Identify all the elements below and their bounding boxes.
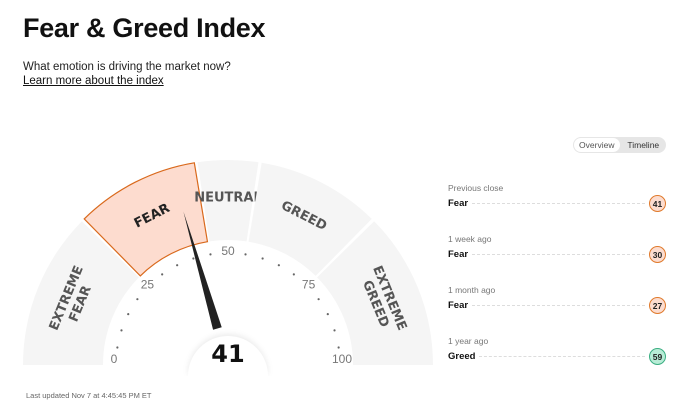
tick-dot xyxy=(277,264,280,267)
history-period: 1 year ago xyxy=(448,336,489,346)
dashed-divider xyxy=(472,203,645,204)
history-item: 1 week ago Fear 30 xyxy=(448,234,666,285)
tick-dot xyxy=(337,346,340,349)
history-panel: Overview Timeline Previous close Fear 41… xyxy=(448,88,666,387)
gauge-segment xyxy=(23,221,139,365)
tick-dot xyxy=(333,329,336,332)
history-value-badge: 27 xyxy=(649,297,666,314)
gauge-segment xyxy=(83,162,209,277)
history-period: 1 month ago xyxy=(448,285,496,295)
dashed-divider xyxy=(472,254,645,255)
value-circle xyxy=(188,336,268,376)
tick-label: 25 xyxy=(141,277,155,291)
main-content: EXTREME FEAR FEAR NEUTRAL GREED EXTREME GREED 0… xyxy=(0,88,679,387)
segment-label: NEUTRAL xyxy=(194,191,262,206)
history-period: 1 week ago xyxy=(448,234,492,244)
history-rating: Fear xyxy=(448,198,469,209)
fear-greed-gauge: EXTREMEFEARFEARNEUTRALGREEDEXTREMEGREED0… xyxy=(23,160,433,376)
dashed-divider xyxy=(479,356,645,357)
history-item: 1 month ago Fear 27 xyxy=(448,285,666,336)
history-rating: Greed xyxy=(448,351,476,362)
tick-dot xyxy=(326,313,329,316)
last-updated: Last updated Nov 7 at 4:45:45 PM ET xyxy=(26,391,152,400)
tick-label: 50 xyxy=(221,244,235,258)
history-value-badge: 59 xyxy=(649,348,666,365)
page-subtitle: What emotion is driving the market now? xyxy=(23,61,231,73)
tick-dot xyxy=(209,253,212,256)
toggle-row: Overview Timeline xyxy=(448,137,666,153)
gauge-segment xyxy=(317,221,433,365)
tick-dot xyxy=(161,273,164,276)
gauge-segment xyxy=(248,162,372,276)
page-title: Fear & Greed Index xyxy=(23,13,266,43)
history-value-badge: 41 xyxy=(649,195,666,212)
tick-dot xyxy=(192,257,195,260)
tick-dot xyxy=(116,346,119,349)
tick-dot xyxy=(127,313,130,316)
tab-overview[interactable]: Overview xyxy=(574,138,620,152)
dashed-divider xyxy=(472,305,645,306)
history-item: 1 year ago Greed 59 xyxy=(448,336,666,387)
gauge-needle xyxy=(183,211,222,330)
history-rating: Fear xyxy=(448,249,469,260)
tick-dot xyxy=(176,264,179,267)
history-list: Previous close Fear 41 1 week ago Fear 30… xyxy=(448,183,666,387)
page-header: Fear & Greed Index What emotion is drivi… xyxy=(0,0,679,88)
view-toggle[interactable]: Overview Timeline xyxy=(573,137,666,153)
tick-label: 0 xyxy=(111,352,118,366)
tick-label: 75 xyxy=(302,277,316,291)
history-item: Previous close Fear 41 xyxy=(448,183,666,234)
history-value-badge: 30 xyxy=(649,246,666,263)
tick-label: 100 xyxy=(332,352,352,366)
tick-dot xyxy=(261,257,264,260)
tick-dot xyxy=(120,329,123,332)
tick-dot xyxy=(292,273,295,276)
tick-dot xyxy=(244,253,247,256)
history-rating: Fear xyxy=(448,300,469,311)
gauge-value: 41 xyxy=(211,340,244,368)
gauge-inner xyxy=(109,246,347,365)
gauge-segment xyxy=(197,160,259,242)
tab-timeline[interactable]: Timeline xyxy=(627,140,660,150)
tick-dot xyxy=(136,298,139,301)
tick-dot xyxy=(317,298,320,301)
learn-more-link[interactable]: Learn more about the index xyxy=(23,75,164,87)
history-period: Previous close xyxy=(448,183,504,193)
